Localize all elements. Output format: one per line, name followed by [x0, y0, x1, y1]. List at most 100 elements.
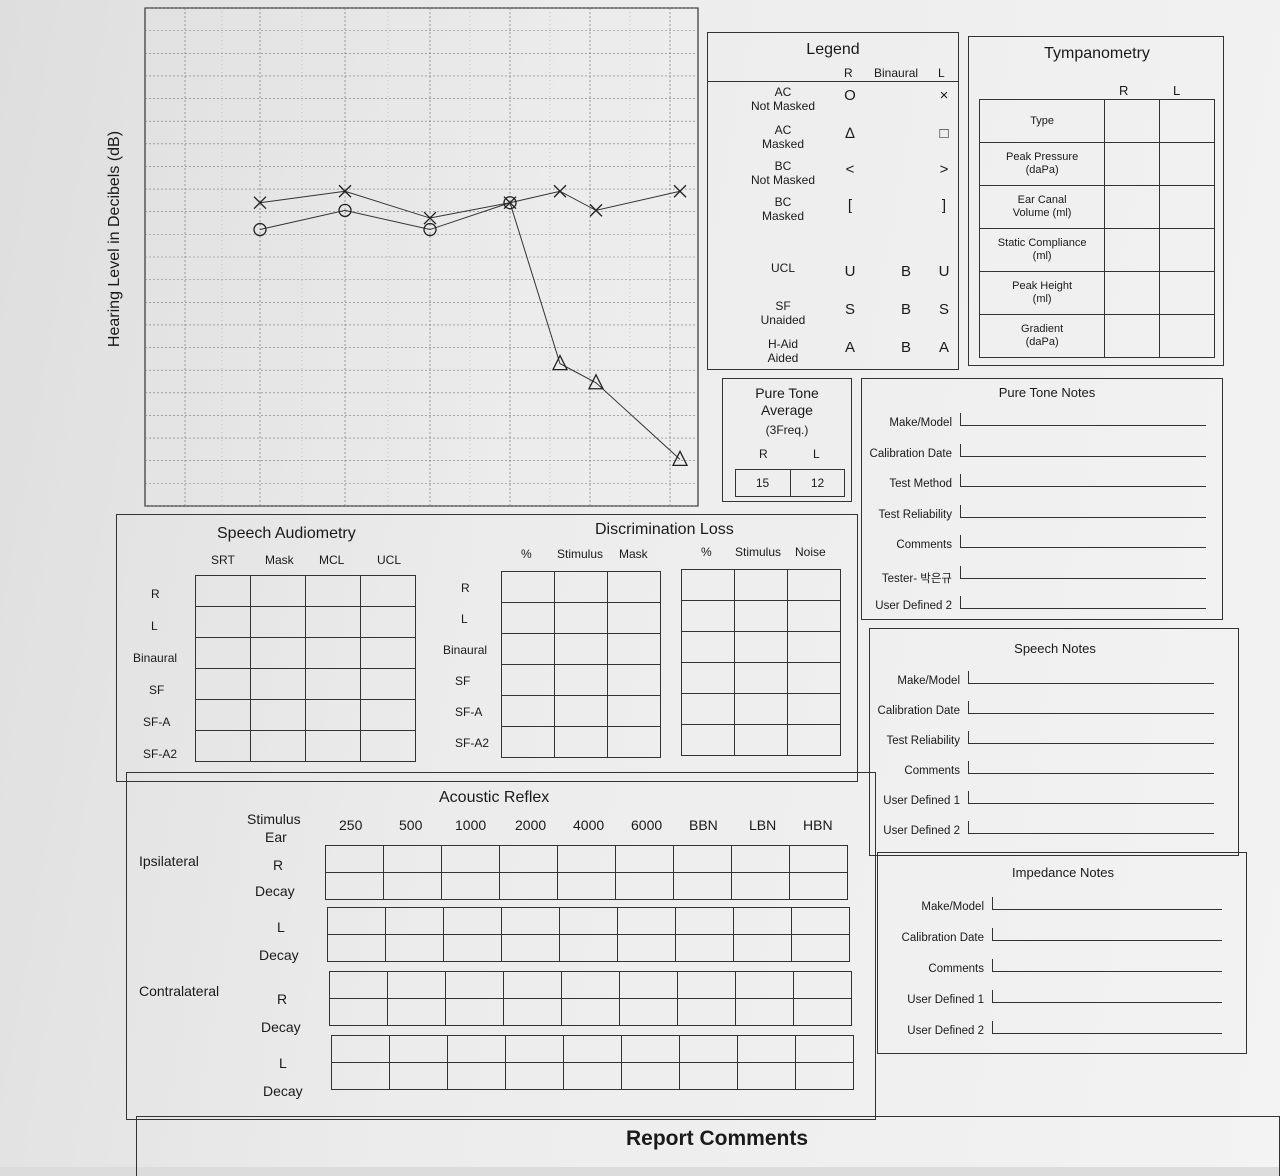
discrimination-cell[interactable]: [554, 664, 608, 696]
tymp-l-cell[interactable]: [1159, 142, 1215, 186]
tymp-r-cell[interactable]: [1104, 228, 1161, 272]
discrimination-cell[interactable]: [734, 724, 788, 756]
discrimination-cell[interactable]: [681, 631, 735, 663]
acoustic-reflex-cell[interactable]: [385, 934, 444, 962]
acoustic-reflex-cell[interactable]: [789, 872, 848, 900]
acoustic-reflex-cell[interactable]: [383, 872, 442, 900]
discrimination-cell[interactable]: [787, 631, 841, 663]
acoustic-reflex-cell[interactable]: [441, 845, 500, 873]
discrimination-cell[interactable]: [607, 664, 661, 696]
tymp-l-cell[interactable]: [1159, 185, 1215, 229]
acoustic-reflex-cell[interactable]: [331, 1062, 390, 1090]
acoustic-reflex-cell[interactable]: [329, 998, 388, 1026]
acoustic-reflex-cell[interactable]: [327, 907, 386, 935]
note-field-line[interactable]: [960, 425, 1206, 426]
note-field-line[interactable]: [960, 516, 1206, 518]
speech-cell[interactable]: [360, 699, 416, 731]
acoustic-reflex-cell[interactable]: [619, 998, 678, 1026]
tymp-l-cell[interactable]: [1159, 314, 1215, 358]
acoustic-reflex-cell[interactable]: [557, 872, 616, 900]
note-field-line[interactable]: [992, 940, 1222, 941]
acoustic-reflex-cell[interactable]: [791, 907, 850, 935]
acoustic-reflex-cell[interactable]: [503, 971, 562, 999]
discrimination-cell[interactable]: [607, 633, 661, 665]
acoustic-reflex-cell[interactable]: [445, 971, 504, 999]
discrimination-cell[interactable]: [554, 695, 608, 727]
acoustic-reflex-cell[interactable]: [795, 1035, 854, 1063]
speech-cell[interactable]: [360, 668, 416, 700]
acoustic-reflex-cell[interactable]: [733, 907, 792, 935]
discrimination-cell[interactable]: [787, 662, 841, 694]
note-field-line[interactable]: [968, 803, 1214, 804]
acoustic-reflex-cell[interactable]: [325, 845, 384, 873]
acoustic-reflex-cell[interactable]: [559, 907, 618, 935]
discrimination-cell[interactable]: [554, 602, 608, 634]
discrimination-cell[interactable]: [734, 600, 788, 632]
acoustic-reflex-cell[interactable]: [443, 907, 502, 935]
acoustic-reflex-cell[interactable]: [789, 845, 848, 873]
discrimination-cell[interactable]: [501, 695, 555, 727]
note-field-line[interactable]: [992, 971, 1222, 972]
speech-cell[interactable]: [250, 699, 306, 731]
note-field-line[interactable]: [968, 773, 1214, 774]
acoustic-reflex-cell[interactable]: [389, 1062, 448, 1090]
tymp-r-cell[interactable]: [1104, 142, 1161, 186]
speech-cell[interactable]: [305, 606, 361, 638]
discrimination-cell[interactable]: [734, 569, 788, 601]
discrimination-cell[interactable]: [734, 662, 788, 694]
acoustic-reflex-cell[interactable]: [389, 1035, 448, 1063]
acoustic-reflex-cell[interactable]: [501, 934, 560, 962]
acoustic-reflex-cell[interactable]: [793, 998, 852, 1026]
discrimination-cell[interactable]: [787, 600, 841, 632]
discrimination-cell[interactable]: [501, 726, 555, 758]
tymp-l-cell[interactable]: [1159, 271, 1215, 315]
acoustic-reflex-cell[interactable]: [677, 998, 736, 1026]
discrimination-cell[interactable]: [501, 664, 555, 696]
note-field-line[interactable]: [992, 1002, 1222, 1003]
discrimination-cell[interactable]: [607, 695, 661, 727]
acoustic-reflex-cell[interactable]: [563, 1035, 622, 1063]
acoustic-reflex-cell[interactable]: [735, 971, 794, 999]
discrimination-cell[interactable]: [734, 693, 788, 725]
acoustic-reflex-cell[interactable]: [673, 845, 732, 873]
discrimination-cell[interactable]: [501, 602, 555, 634]
acoustic-reflex-cell[interactable]: [561, 998, 620, 1026]
note-field-line[interactable]: [992, 1033, 1222, 1034]
acoustic-reflex-cell[interactable]: [445, 998, 504, 1026]
speech-cell[interactable]: [360, 730, 416, 762]
acoustic-reflex-cell[interactable]: [441, 872, 500, 900]
note-field-line[interactable]: [960, 486, 1206, 487]
acoustic-reflex-cell[interactable]: [499, 845, 558, 873]
discrimination-cell[interactable]: [501, 571, 555, 603]
acoustic-reflex-cell[interactable]: [443, 934, 502, 962]
discrimination-cell[interactable]: [787, 724, 841, 756]
note-field-line[interactable]: [960, 547, 1206, 548]
speech-cell[interactable]: [305, 668, 361, 700]
acoustic-reflex-cell[interactable]: [733, 934, 792, 962]
acoustic-reflex-cell[interactable]: [505, 1062, 564, 1090]
note-field-line[interactable]: [968, 683, 1214, 684]
tymp-l-cell[interactable]: [1159, 228, 1215, 272]
speech-cell[interactable]: [305, 730, 361, 762]
acoustic-reflex-cell[interactable]: [557, 845, 616, 873]
acoustic-reflex-cell[interactable]: [387, 971, 446, 999]
acoustic-reflex-cell[interactable]: [621, 1035, 680, 1063]
note-field-line[interactable]: [968, 833, 1214, 834]
acoustic-reflex-cell[interactable]: [327, 934, 386, 962]
acoustic-reflex-cell[interactable]: [615, 845, 674, 873]
note-field-line[interactable]: [960, 455, 1206, 457]
acoustic-reflex-cell[interactable]: [791, 934, 850, 962]
speech-cell[interactable]: [305, 637, 361, 669]
speech-cell[interactable]: [250, 668, 306, 700]
speech-cell[interactable]: [195, 575, 251, 607]
acoustic-reflex-cell[interactable]: [675, 907, 734, 935]
speech-cell[interactable]: [250, 575, 306, 607]
acoustic-reflex-cell[interactable]: [383, 845, 442, 873]
discrimination-cell[interactable]: [734, 631, 788, 663]
acoustic-reflex-cell[interactable]: [387, 998, 446, 1026]
acoustic-reflex-cell[interactable]: [619, 971, 678, 999]
acoustic-reflex-cell[interactable]: [617, 934, 676, 962]
speech-cell[interactable]: [305, 575, 361, 607]
acoustic-reflex-cell[interactable]: [795, 1062, 854, 1090]
speech-cell[interactable]: [250, 730, 306, 762]
